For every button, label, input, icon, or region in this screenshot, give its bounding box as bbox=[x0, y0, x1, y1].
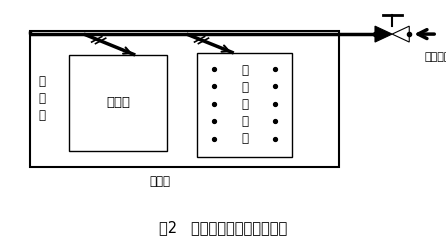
Bar bbox=[197, 53, 292, 156]
Polygon shape bbox=[375, 26, 392, 42]
Text: 接
线
端
子
盒: 接 线 端 子 盒 bbox=[241, 64, 248, 145]
Text: 积算板: 积算板 bbox=[106, 96, 130, 109]
Bar bbox=[69, 55, 167, 151]
Text: 图2   加装空气反吹装置示意图: 图2 加装空气反吹装置示意图 bbox=[159, 220, 287, 235]
Text: 压缩空气: 压缩空气 bbox=[424, 52, 446, 62]
Polygon shape bbox=[392, 26, 409, 42]
Text: 接
线
箱: 接 线 箱 bbox=[39, 75, 46, 122]
Text: 进线口: 进线口 bbox=[149, 175, 170, 188]
Bar bbox=[30, 31, 339, 167]
